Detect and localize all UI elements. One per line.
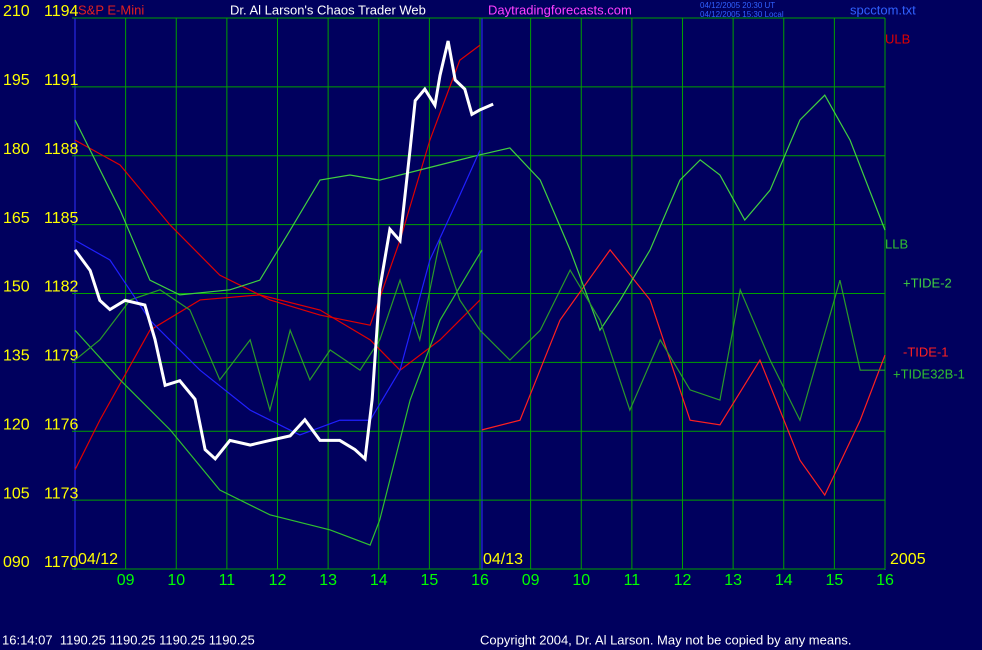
status: 16:14:07 1190.25 1190.25 1190.25 1190.25 (2, 632, 255, 647)
y-tick-label: 090 (3, 554, 30, 571)
date-label: 2005 (890, 551, 926, 568)
file-name: spcctom.txt (850, 2, 916, 17)
timestamp: 04/12/2005 20:30 UT (700, 1, 775, 10)
x-tick-label: 13 (319, 572, 337, 589)
annotation: +TIDE32B-1 (893, 366, 965, 381)
y-tick-label: 120 (3, 416, 30, 433)
y2-tick-label: 1185 (44, 210, 79, 227)
y2-tick-label: 1179 (44, 348, 79, 365)
series-line (73, 40, 494, 462)
y-tick-label: 165 (3, 210, 30, 227)
series-line (74, 94, 886, 332)
chart-subtitle: Daytradingforecasts.com (488, 2, 632, 17)
y-tick-label: 135 (3, 348, 30, 365)
y-tick-label: 195 (3, 72, 30, 89)
copyright: Copyright 2004, Dr. Al Larson. May not b… (480, 632, 851, 647)
x-tick-label: 13 (724, 572, 742, 589)
y-tick-label: 105 (3, 485, 30, 502)
x-tick-label: 11 (219, 572, 236, 589)
y2-tick-label: 1176 (44, 416, 79, 433)
date-label: 04/13 (483, 551, 523, 568)
x-tick-label: 16 (876, 572, 894, 589)
date-label: 04/12 (78, 551, 118, 568)
y-tick-label: 180 (3, 141, 30, 158)
x-tick-label: 09 (117, 572, 135, 589)
timestamp: 04/12/2005 15:30 Local (700, 10, 784, 19)
y2-tick-label: 1170 (44, 554, 79, 571)
series-line (74, 44, 481, 326)
y-tick-label: 150 (3, 279, 30, 296)
x-tick-label: 10 (167, 572, 185, 589)
series-line (74, 149, 481, 436)
y2-tick-label: 1173 (44, 485, 79, 502)
y2-tick-label: 1191 (44, 72, 79, 89)
y2-tick-label: 1182 (44, 279, 79, 296)
series-line (74, 249, 483, 546)
series-line (481, 248, 886, 497)
x-tick-label: 15 (825, 572, 843, 589)
x-tick-label: 12 (674, 572, 692, 589)
annotation: LLB (885, 236, 908, 251)
x-tick-label: 11 (624, 572, 641, 589)
y2-tick-label: 1188 (44, 141, 79, 158)
x-tick-label: 15 (420, 572, 438, 589)
series-line (74, 237, 885, 422)
x-tick-label: 14 (370, 572, 388, 589)
x-tick-label: 09 (522, 572, 540, 589)
annotation: ULB (885, 31, 910, 46)
x-tick-label: 16 (471, 572, 489, 589)
y2-tick-label: 1194 (44, 3, 79, 20)
x-tick-label: 14 (775, 572, 793, 589)
chart-title: Dr. Al Larson's Chaos Trader Web (230, 2, 426, 17)
annotation: +TIDE-2 (903, 275, 952, 290)
x-tick-label: 12 (269, 572, 287, 589)
y-tick-label: 210 (3, 3, 30, 20)
annotation: -TIDE-1 (903, 344, 949, 359)
x-tick-label: 10 (572, 572, 590, 589)
instrument: S&P E-Mini (78, 2, 144, 17)
series-line (74, 294, 481, 471)
